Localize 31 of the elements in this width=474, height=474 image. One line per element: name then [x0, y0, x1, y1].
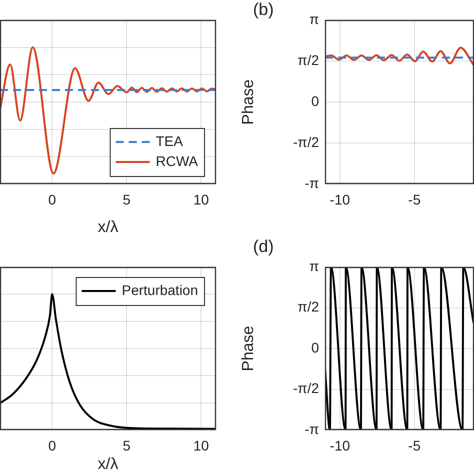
y-tick-label: -π [304, 420, 320, 437]
x-tick-label: 0 [48, 437, 56, 454]
y-tick-label: 0 [311, 92, 320, 109]
y-axis-title: Phase [240, 326, 258, 372]
line-series [325, 267, 474, 430]
x-tick-label: -10 [330, 191, 350, 208]
x-axis-title: x/λ [98, 218, 118, 236]
y-tick-label: π [309, 258, 320, 274]
y-axis-title: Phase [240, 79, 258, 125]
y-tick-label: π/2 [298, 52, 320, 68]
y-tick-label: -π/2 [293, 134, 320, 150]
x-tick-label: -10 [330, 437, 350, 454]
line-series [325, 46, 474, 66]
x-tick-label: -5 [408, 191, 421, 208]
y-tick-label: 0 [311, 339, 320, 356]
chart-title: (b) [253, 0, 274, 20]
x-tick-label: 5 [122, 191, 131, 208]
x-tick-label: 0 [48, 191, 56, 208]
legend-label: Perturbation [122, 282, 198, 298]
y-tick-label: -π [304, 174, 320, 191]
y-tick-label: π/2 [298, 298, 320, 315]
x-tick-label: 10 [193, 191, 210, 208]
y-tick-label: π [309, 10, 320, 27]
x-tick-label: -5 [408, 437, 421, 454]
x-axis-title: x/λ [98, 456, 118, 473]
x-tick-label: 5 [122, 437, 131, 454]
legend-label: RCWA [156, 152, 199, 169]
x-tick-label: 10 [193, 437, 210, 454]
y-tick-label: -π/2 [293, 380, 320, 396]
chart-title: (d) [253, 237, 274, 256]
legend-label: TEA [156, 132, 184, 149]
